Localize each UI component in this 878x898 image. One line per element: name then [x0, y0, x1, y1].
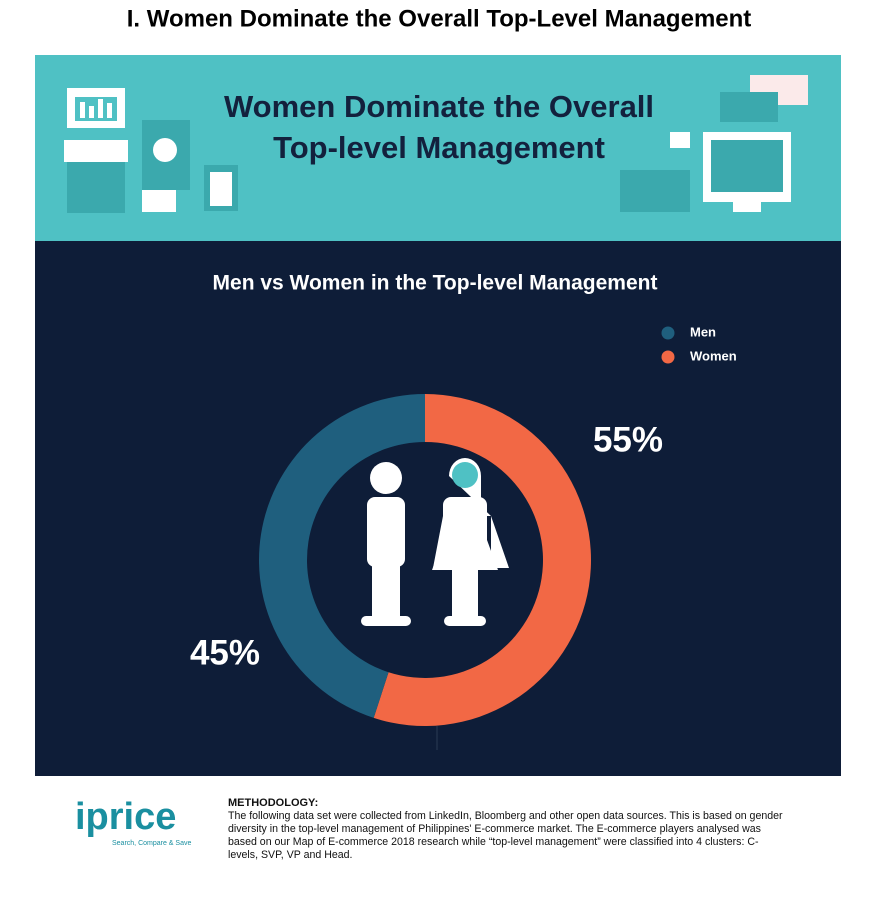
people-icons — [361, 458, 509, 626]
logo-tagline: Search, Compare & Save — [112, 840, 192, 847]
methodology-text: The following data set were collected fr… — [228, 810, 783, 861]
chart-title: Men vs Women in the Top-level Management — [213, 272, 658, 295]
methodology-heading: METHODOLOGY: — [228, 797, 319, 809]
donut-slice — [373, 393, 592, 727]
donut: 55% 45% — [190, 393, 663, 750]
banner-title: Women Dominate the Overall — [224, 89, 654, 124]
legend-label: Women — [690, 348, 737, 363]
page-title: I. Women Dominate the Overall Top-Level … — [127, 5, 752, 32]
banner-icons — [64, 75, 808, 213]
donut-slice — [259, 394, 425, 718]
legend-label: Men — [690, 324, 716, 339]
legend-swatch — [661, 326, 675, 340]
legend-swatch — [661, 350, 675, 364]
logo: iprice — [75, 796, 177, 838]
banner-title: Top-level Management — [273, 130, 605, 165]
value-label: 55% — [593, 420, 663, 459]
value-label: 45% — [190, 633, 260, 672]
